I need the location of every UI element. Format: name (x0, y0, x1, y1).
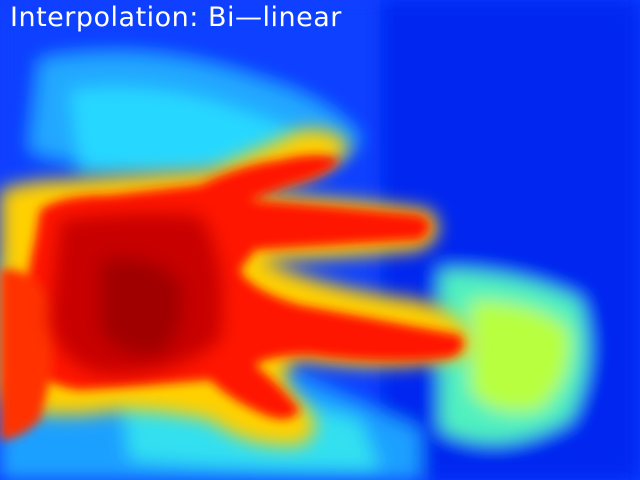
interpolation-mode-label: Interpolation: Bi—linear (10, 2, 342, 33)
